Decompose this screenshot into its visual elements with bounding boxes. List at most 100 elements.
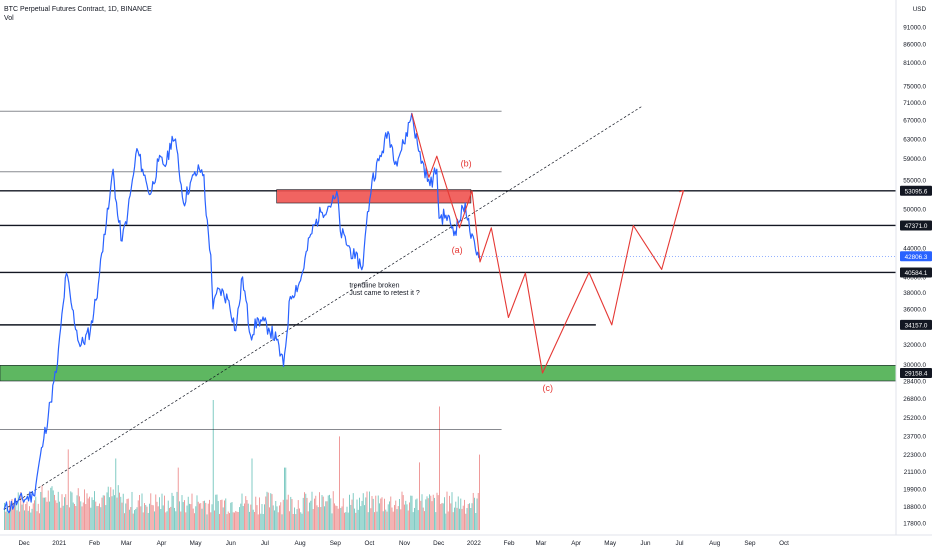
volume-bar	[21, 504, 23, 530]
volume-bar	[264, 504, 265, 530]
volume-bar	[130, 507, 132, 530]
volume-bar	[236, 511, 238, 530]
volume-bar	[69, 507, 70, 530]
x-tick-label: Dec	[433, 540, 444, 547]
volume-bar	[94, 491, 95, 530]
y-tick-label: 30000.0	[903, 362, 926, 369]
volume-bar	[357, 509, 359, 530]
volume-bar	[160, 509, 162, 530]
volume-bar	[420, 500, 422, 530]
volume-bar	[311, 491, 313, 530]
volume-bar	[277, 512, 279, 530]
volume-bar	[284, 467, 285, 530]
volume-bar	[191, 493, 193, 530]
y-tick-label: 19900.0	[903, 487, 926, 494]
volume-bar	[197, 501, 199, 530]
volume-bar	[142, 512, 144, 530]
volume-bar	[107, 486, 109, 530]
volume-bar	[216, 494, 218, 530]
volume-bar	[57, 491, 59, 530]
volume-bar	[274, 510, 275, 530]
volume-bar	[262, 514, 264, 530]
volume-bar	[11, 499, 13, 530]
volume-bar	[296, 509, 298, 530]
y-tick-label: 26800.0	[903, 396, 926, 403]
volume-bar	[466, 508, 468, 530]
volume-bar	[90, 507, 92, 530]
volume-bar	[211, 504, 213, 530]
volume-bar	[52, 490, 54, 530]
volume-bar	[67, 449, 69, 530]
x-tick-label: May	[190, 540, 203, 547]
currency-label: USD	[913, 6, 927, 13]
volume-bar	[110, 487, 112, 530]
volume-bar	[301, 513, 303, 530]
volume-bar	[414, 507, 415, 530]
volume-bar	[356, 499, 358, 530]
volume-bar	[161, 493, 163, 530]
volume-bar	[192, 508, 194, 530]
volume-bar	[45, 497, 47, 530]
volume-bar	[36, 511, 38, 530]
volume-bar	[375, 495, 377, 530]
volume-bar	[159, 497, 160, 530]
annotation-0: (b)	[461, 159, 472, 169]
volume-bar	[62, 505, 64, 530]
volume-bar	[347, 512, 349, 530]
volume-bar	[179, 501, 180, 530]
volume-bar	[417, 510, 419, 530]
y-tick-label: 86000.0	[903, 42, 926, 49]
x-tick-label: Jun	[226, 540, 237, 547]
volume-bar	[79, 496, 80, 530]
volume-bar	[99, 503, 100, 530]
volume-bar	[339, 436, 340, 530]
volume-bar	[34, 500, 35, 530]
y-tick-label: 25200.0	[903, 415, 926, 422]
volume-bar	[134, 510, 135, 530]
volume-bar	[177, 467, 179, 530]
volume-bar	[116, 497, 118, 530]
volume-bar	[230, 502, 232, 530]
price-line	[3, 112, 481, 514]
volume-bar	[117, 485, 119, 530]
volume-bar	[450, 503, 452, 530]
volume-bar	[144, 503, 145, 530]
series-lines	[3, 112, 685, 514]
volume-bar	[139, 494, 140, 530]
volume-bar	[195, 506, 197, 530]
volume-bar	[60, 507, 62, 530]
volume-bar	[315, 495, 317, 530]
volume-bar	[162, 505, 164, 530]
volume-bar	[120, 496, 122, 530]
x-tick-label: Dec	[18, 540, 29, 547]
volume-bar	[370, 508, 372, 530]
y-tick-label: 32000.0	[903, 342, 926, 349]
volume-bar	[199, 503, 200, 530]
volume-bar	[231, 502, 233, 530]
volume-bar	[445, 513, 447, 530]
volume-bar	[461, 508, 463, 530]
price-tag-label: 40584.1	[905, 270, 928, 277]
volume-bar	[175, 511, 177, 530]
volume-bar	[170, 506, 172, 530]
volume-bar	[109, 497, 110, 530]
volume-bar	[395, 500, 397, 530]
volume-bar	[292, 513, 294, 530]
volume-bar	[270, 493, 272, 530]
volume-bar	[314, 498, 315, 530]
volume-bar	[286, 499, 288, 530]
volume-bar	[185, 512, 187, 530]
volume-bar	[372, 498, 374, 530]
volume-bar	[6, 504, 8, 530]
volume-bar	[462, 505, 464, 530]
volume-bar	[19, 511, 20, 530]
price-tag-box	[900, 220, 932, 231]
volume-bar	[476, 498, 478, 530]
volume-bar	[27, 510, 29, 530]
volume-bar	[127, 498, 129, 530]
volume-bar	[92, 500, 94, 530]
volume-bar	[401, 491, 403, 530]
volume-bar	[219, 513, 220, 530]
volume-bar	[455, 501, 457, 530]
